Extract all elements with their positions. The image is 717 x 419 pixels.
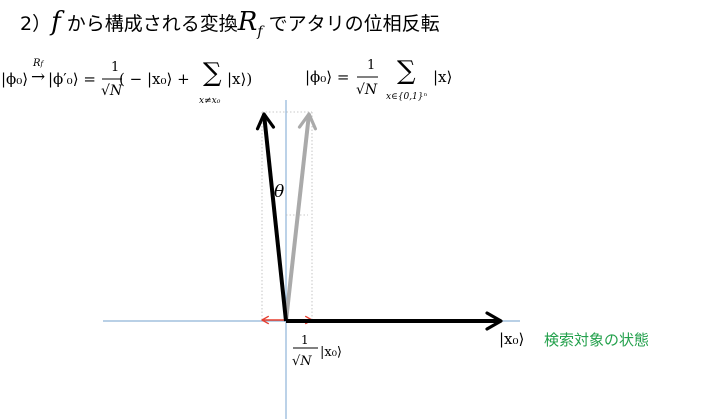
eq-left-rhs-state: |ϕ′₀⟩ = — [48, 70, 96, 88]
x0-note: 検索対象の状態 — [544, 331, 649, 349]
r-symbol: R — [237, 7, 258, 37]
eq-left-arrow: → — [31, 67, 46, 87]
eq-right-sum: ∑ — [397, 56, 416, 86]
bottom-term: |x₀⟩ — [320, 345, 342, 360]
f-symbol: f — [51, 7, 61, 37]
eq-left-sum: ∑ — [203, 58, 222, 88]
heading-middle: から構成される変換 — [60, 13, 238, 35]
eq-right-frac-num: 1 — [367, 58, 376, 73]
initial-state-arrow — [284, 112, 318, 322]
bottom-frac-den: √N — [292, 354, 312, 369]
bottom-frac-num: 1 — [301, 333, 309, 347]
theta-label: θ — [274, 182, 284, 202]
eq-right-frac-den: √N — [356, 82, 378, 98]
heading-prefix: 2） — [20, 13, 52, 35]
eq-left-sum-under: x≠x₀ — [199, 96, 221, 106]
eq-left-term1: ( − |x₀⟩ + — [119, 70, 190, 88]
eq-left-term2: |x⟩) — [227, 70, 253, 88]
page-title: 2）f から構成される変換Rf でアタリの位相反転 — [20, 4, 440, 40]
eq-left-frac-den: √N — [101, 83, 123, 99]
eq-left-arrow-label: Rf — [33, 58, 44, 69]
eq-left-frac-num: 1 — [111, 60, 120, 75]
reflected-state-arrow — [255, 112, 288, 322]
r-subscript: f — [257, 24, 263, 40]
x0-label: |x₀⟩ — [499, 330, 524, 348]
eq-right-lhs: |ϕ₀⟩ = — [305, 68, 350, 86]
eq-right-term: |x⟩ — [433, 68, 453, 86]
heading-suffix: でアタリの位相反転 — [262, 13, 440, 35]
eq-right-sum-under: x∈{0,1}ⁿ — [386, 92, 428, 102]
eq-left-lhs: |ϕ₀⟩ — [1, 70, 29, 88]
